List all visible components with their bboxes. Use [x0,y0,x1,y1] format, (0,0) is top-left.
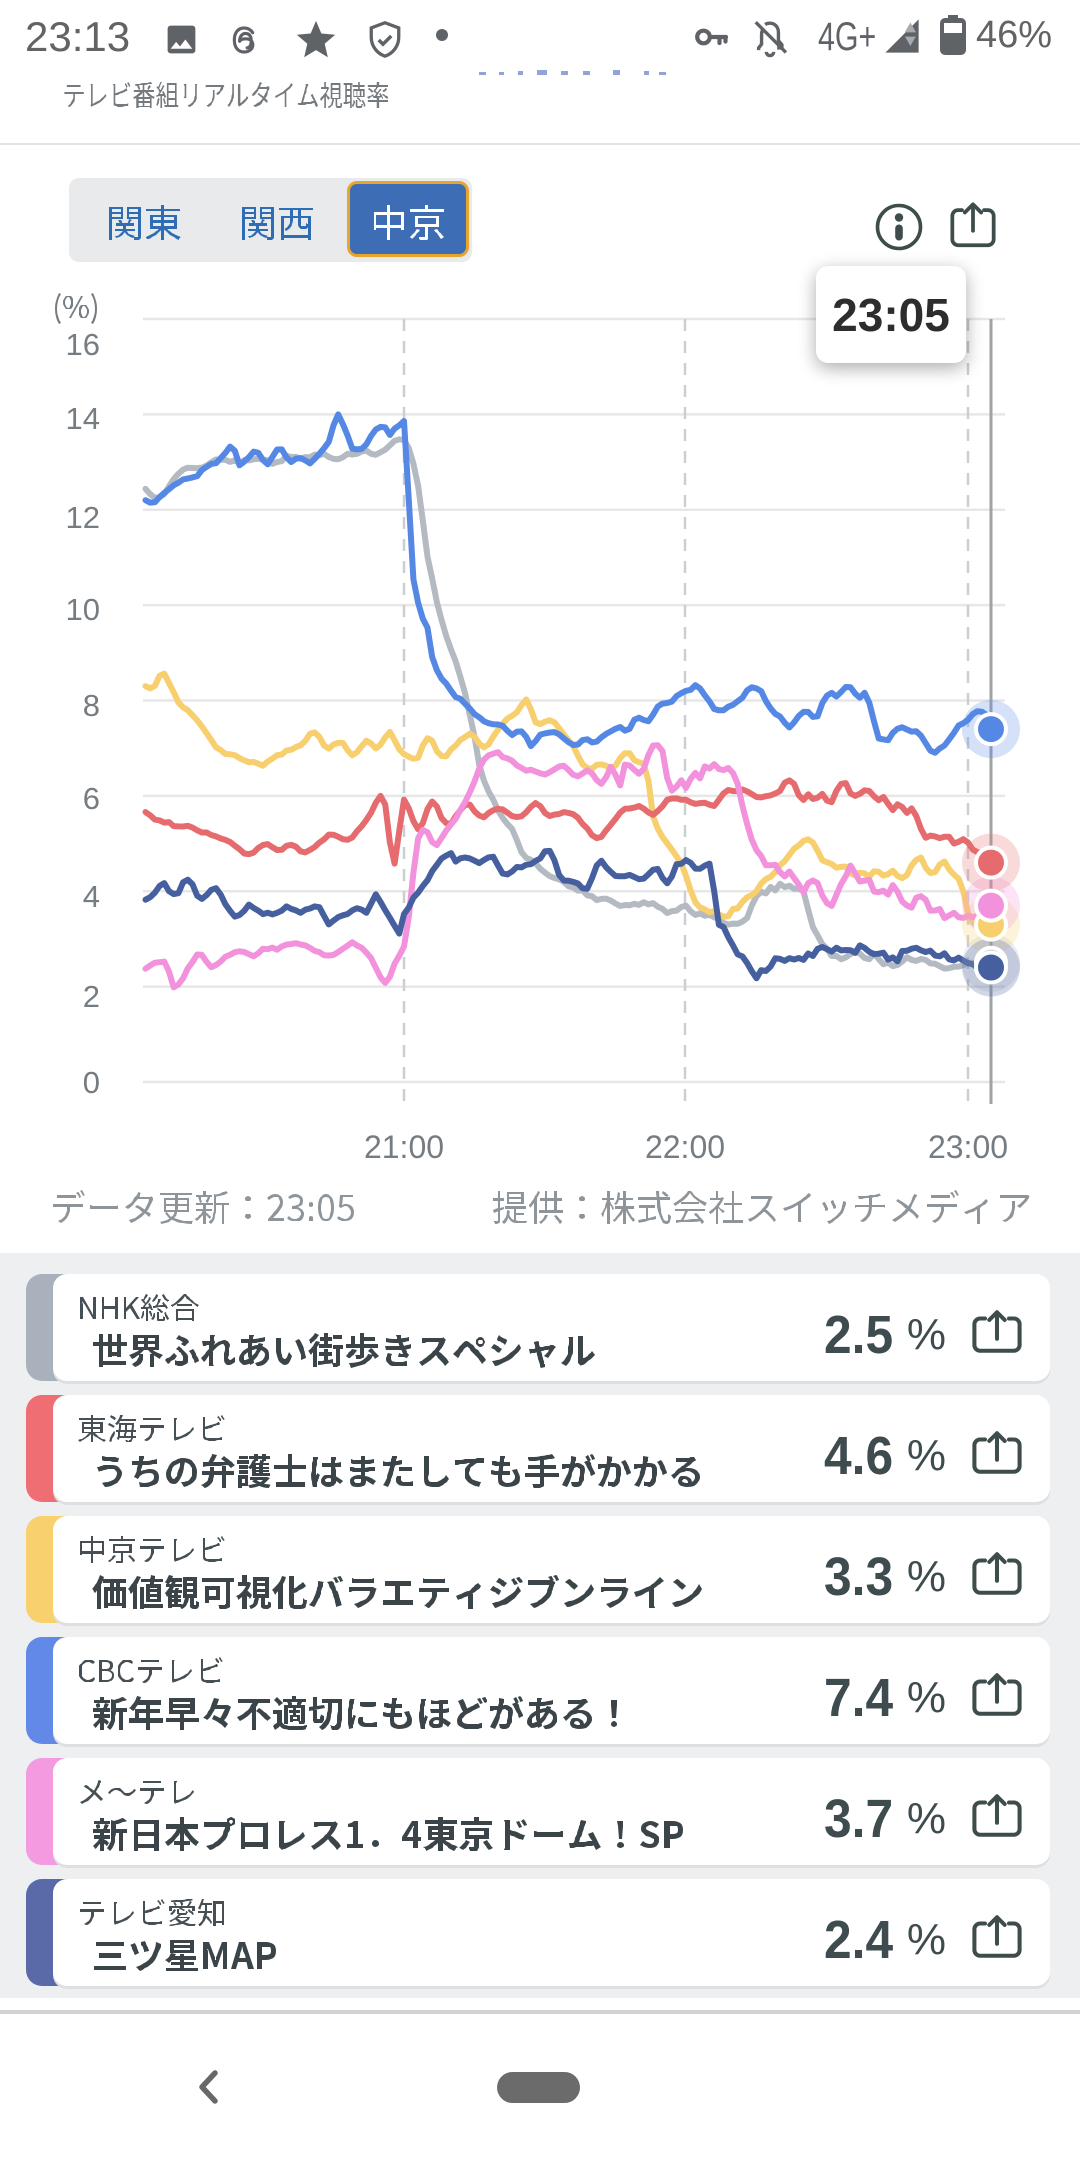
svg-text:23:00: 23:00 [928,1129,1008,1165]
svg-text:21:00: 21:00 [364,1129,444,1165]
svg-text:22:00: 22:00 [645,1129,725,1165]
svg-text:6: 6 [83,781,100,816]
svg-text:4: 4 [83,879,100,914]
svg-text:12: 12 [66,500,100,535]
svg-text:8: 8 [83,688,100,723]
svg-text:0: 0 [83,1065,100,1100]
svg-text:10: 10 [66,592,100,627]
svg-text:14: 14 [66,401,100,436]
svg-text:2: 2 [83,979,100,1014]
svg-text:16: 16 [66,327,100,362]
